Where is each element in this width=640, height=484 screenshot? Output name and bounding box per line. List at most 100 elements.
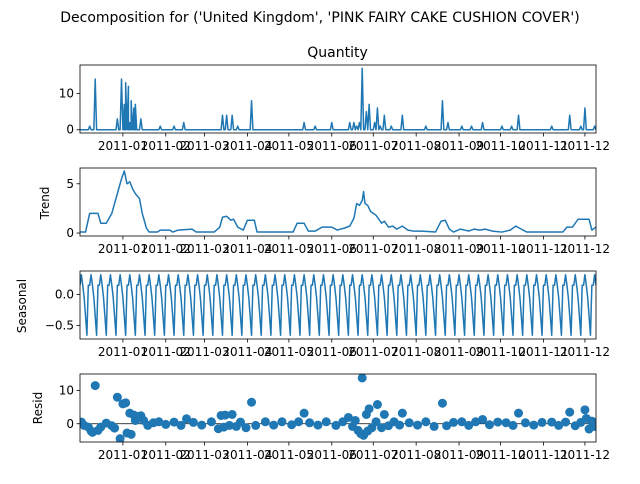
resid-xtick-label: 2011-10 [475,448,525,462]
resid-point [188,417,198,427]
seasonal-xtick-label: 2011-02 [141,345,191,359]
resid-point [224,420,234,430]
resid-point [220,410,230,420]
resid-point [350,415,360,425]
observed-xtick-label: 2011-05 [264,139,314,153]
resid-point [169,417,179,427]
trend-data [80,170,596,233]
resid-point [197,420,207,430]
observed-axes-frame [79,64,597,134]
resid-ylabel: Resid [31,392,45,424]
observed-xtick-label: 2011-01 [98,139,148,153]
resid-point [227,409,237,419]
trend-xtick-label: 2011-06 [307,242,357,256]
resid-xtick-label: 2011-06 [307,448,357,462]
resid-ytick-label: 10 [59,384,74,398]
observed-xtick-label: 2011-02 [141,139,191,153]
observed-xtick-label: 2011-07 [348,139,398,153]
resid-point [377,423,387,433]
resid-xtick-label: 2011-02 [141,448,191,462]
seasonal-ytick-label: 0.0 [55,287,74,301]
resid-point [478,414,488,424]
resid-xtick-label: 2011-05 [264,448,314,462]
resid-xtick-label: 2011-09 [434,448,484,462]
resid-point [493,417,503,427]
observed-xtick-label: 2011-08 [391,139,441,153]
trend-xtick-label: 2011-04 [222,242,272,256]
observed-panel-title: Quantity [307,45,368,61]
observed-series-line [80,67,596,131]
resid-point [449,417,459,427]
resid-point [182,414,192,424]
resid-point [537,417,547,427]
resid-point [590,421,596,431]
resid-point [437,398,447,408]
resid-point [206,417,216,427]
resid-point [565,407,575,417]
trend-ytick-label: 5 [66,177,74,191]
resid-axes-frame [79,373,597,443]
observed-xtick-label: 2011-09 [434,139,484,153]
trend-ylabel: Trend [38,187,52,221]
resid-point [121,398,131,408]
resid-point [260,417,270,427]
resid-point [501,418,511,428]
resid-plot-area: 0102011-012011-022011-032011-042011-0520… [59,373,610,462]
seasonal-data [80,273,596,337]
resid-point [343,412,353,422]
seasonal-xtick-label: 2011-11 [518,345,568,359]
trend-xtick-label: 2011-09 [434,242,484,256]
seasonal-xtick-label: 2011-07 [348,345,398,359]
resid-point [176,420,186,430]
observed-xtick-label: 2011-03 [179,139,229,153]
resid-point [464,420,474,430]
trend-xtick-label: 2011-12 [560,242,610,256]
seasonal-xtick-label: 2011-03 [179,345,229,359]
seasonal-xtick-label: 2011-09 [434,345,484,359]
trend-xtick-label: 2011-03 [179,242,229,256]
resid-point [161,419,171,429]
resid-point [357,374,367,383]
observed-ytick-label: 10 [59,87,74,101]
observed-xtick-label: 2011-11 [518,139,568,153]
seasonal-xtick-label: 2011-12 [560,345,610,359]
trend-series-line [80,170,596,233]
observed-plot-area: 0102011-012011-022011-032011-042011-0520… [59,64,610,153]
resid-point [484,420,494,430]
resid-point [299,408,309,418]
seasonal-xtick-label: 2011-04 [222,345,272,359]
resid-point [442,421,452,431]
seasonal-xtick-label: 2011-06 [307,345,357,359]
resid-point [514,408,524,418]
resid-point [561,417,571,427]
trend-plot-area: 052011-012011-022011-032011-042011-05201… [66,167,610,256]
resid-point [364,404,374,414]
resid-point [90,381,100,391]
resid-point [321,417,331,427]
resid-point [294,417,304,427]
trend-axes-frame [79,167,597,237]
observed-data [80,67,596,131]
resid-point [413,420,423,430]
resid-point [529,420,539,430]
seasonal-ytick-label: −0.5 [45,318,74,332]
observed-panel: Quantity 0 10 2011-012011-022011-032011-04… [59,45,610,153]
resid-point [404,418,414,428]
resid-point [126,429,136,439]
resid-point [305,418,315,428]
seasonal-series-line [80,273,596,337]
trend-panel: Trend 052011-012011-022011-032011-042011… [38,167,610,256]
trend-xtick-label: 2011-07 [348,242,398,256]
resid-point [287,420,297,430]
resid-point [247,397,257,407]
resid-point [429,421,439,431]
seasonal-plot-area: 0.0−0.52011-012011-022011-032011-042011-… [45,270,610,359]
resid-xtick-label: 2011-07 [348,448,398,462]
trend-xtick-label: 2011-11 [518,242,568,256]
resid-point [112,392,122,402]
resid-point [379,409,389,419]
resid-point [277,417,287,427]
resid-point [235,417,245,427]
resid-point [251,420,261,430]
